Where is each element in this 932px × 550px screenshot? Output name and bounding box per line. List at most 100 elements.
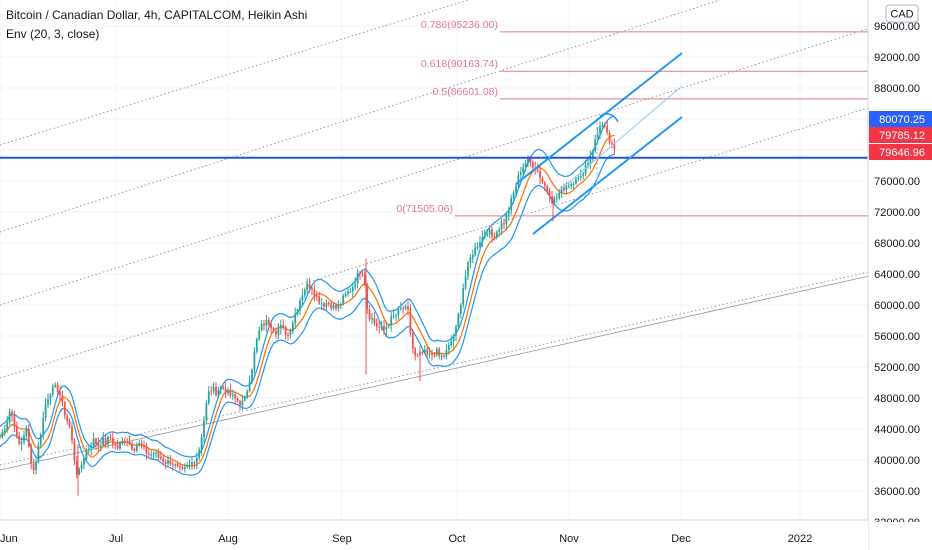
candle-body (56, 384, 59, 393)
candle-body (164, 461, 167, 464)
candle-body (375, 323, 378, 327)
candle-body (107, 436, 109, 444)
candle-body (411, 333, 414, 349)
candle-body (291, 322, 294, 332)
diagonal-trendlines[interactable] (0, 0, 932, 471)
candle-body (306, 283, 309, 290)
candle-body (337, 304, 340, 309)
candle-body (27, 428, 30, 447)
candle-body (279, 325, 282, 329)
fibonacci-retracement[interactable]: 0.786(95236.00) 0.618(90163.74) 0.5(86601.… (396, 19, 868, 217)
candle-body (383, 326, 385, 330)
envelope-basis (0, 134, 615, 467)
candle-body (85, 449, 88, 459)
candle-body (92, 438, 95, 447)
candle-body (162, 458, 165, 462)
candle-body (1, 431, 4, 437)
candle-body (428, 353, 431, 355)
candle-body (71, 426, 73, 441)
candle-body (277, 328, 280, 335)
time-tick-label: Dec (671, 533, 691, 545)
candle-body (354, 283, 357, 288)
candle-body (551, 196, 553, 203)
price-tick-label: 76000.00 (874, 176, 920, 188)
candle-body (404, 306, 407, 309)
candle-body (272, 328, 275, 332)
candle-body (385, 326, 388, 330)
candle-body (54, 384, 57, 387)
candle-body (416, 355, 419, 357)
candle-body (80, 464, 83, 470)
candle-body (126, 442, 129, 444)
candle-body (123, 440, 126, 443)
price-tick-label: 72000.00 (874, 207, 920, 219)
candle-body (447, 345, 450, 350)
candle-body (11, 411, 13, 416)
channel-upper (515, 52, 683, 185)
candle-body (205, 403, 208, 421)
candle-body (128, 442, 131, 445)
candle-body (589, 157, 592, 164)
candle-body (440, 355, 443, 357)
candle-body (294, 313, 297, 323)
candle-body (450, 341, 453, 346)
candle-body (234, 394, 237, 399)
candle-body (143, 446, 145, 448)
candle-body (347, 291, 349, 294)
channel-arc (599, 113, 619, 123)
candle-body (258, 330, 261, 340)
candle-body (591, 151, 594, 158)
candle-body (18, 435, 21, 444)
candle-body (481, 236, 484, 242)
candle-body (224, 388, 227, 394)
candle-body (39, 434, 42, 445)
candle-body (32, 463, 35, 471)
time-tick-label: Oct (448, 533, 465, 545)
fib-level-label: 0.618(90163.74) (421, 58, 498, 70)
candle-body (236, 398, 239, 402)
candle-body (464, 276, 467, 289)
price-tag-label: 79785.12 (879, 130, 925, 142)
candle-body (133, 449, 136, 451)
candle-body (599, 126, 601, 133)
candle-body (515, 186, 517, 193)
candle-body (378, 326, 381, 328)
candle-body (315, 295, 318, 297)
candle-body (498, 229, 501, 233)
candle-body (15, 426, 18, 436)
candle-body (517, 174, 520, 187)
price-tick-label: 56000.00 (874, 331, 920, 343)
candle-body (445, 349, 448, 357)
indicator-label[interactable]: Env (20, 3, close) (6, 27, 100, 41)
candle-body (13, 415, 16, 427)
currency-badge-box (885, 4, 919, 23)
price-tag-label: 79646.96 (879, 147, 925, 159)
candle-body (251, 369, 253, 382)
candle-body (371, 318, 373, 320)
candle-body (186, 465, 189, 468)
candle-body (263, 323, 265, 326)
candle-body (380, 326, 383, 328)
candle-body (25, 428, 28, 436)
candle-body (255, 339, 258, 352)
candle-body (169, 460, 172, 465)
candle-body (253, 351, 256, 370)
candle-body (407, 306, 409, 310)
ascending-channel[interactable] (515, 52, 683, 235)
candle-body (241, 400, 244, 406)
candle-body (455, 326, 457, 336)
candle-body (476, 246, 479, 248)
candle-body (63, 402, 66, 416)
symbol-title[interactable]: Bitcoin / Canadian Dollar, 4h, CAPITALCO… (6, 8, 308, 22)
price-tick-label: 52000.00 (874, 362, 920, 374)
currency-badge: CAD (885, 4, 919, 23)
candle-body (145, 446, 148, 454)
candle-body (366, 284, 369, 310)
fib-level-label: 0(71505.06) (396, 203, 453, 215)
candle-body (339, 303, 342, 305)
envelope-indicator (0, 115, 615, 476)
candle-body (582, 173, 585, 176)
candle-body (99, 445, 102, 447)
candle-body (68, 420, 71, 427)
